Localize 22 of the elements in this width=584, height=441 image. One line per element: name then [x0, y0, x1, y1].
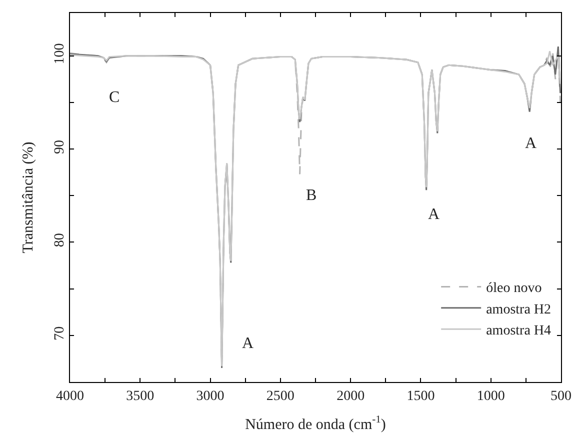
annotation: B	[306, 187, 317, 204]
annotation: C	[109, 89, 120, 106]
y-tick-label: 90	[52, 140, 68, 154]
legend-label: óleo novo	[486, 281, 542, 296]
x-tick-label: 2500	[266, 388, 294, 404]
annotation: A	[242, 335, 254, 352]
x-tick-label: 4000	[56, 388, 84, 404]
x-tick-label: 500	[550, 388, 572, 404]
y-tick-label: 100	[52, 43, 68, 64]
y-tick-label: 80	[52, 233, 68, 248]
x-tick-label: 2000	[336, 388, 365, 404]
x-tick-label: 1500	[406, 388, 435, 404]
annotation: A	[525, 135, 537, 152]
annotation: A	[428, 206, 440, 223]
y-axis-title: Transmitância (%)	[20, 142, 37, 254]
x-axis-title: Número de onda (cm$^{-1}$)	[245, 414, 386, 433]
x-tick-label: 3500	[126, 388, 154, 404]
x-tick-label: 1000	[476, 388, 505, 404]
x-tick-label: 3000	[196, 388, 224, 404]
legend-label: amostra H2	[486, 302, 552, 318]
y-tick-label: 70	[52, 326, 68, 340]
legend-label: amostra H4	[486, 324, 552, 339]
